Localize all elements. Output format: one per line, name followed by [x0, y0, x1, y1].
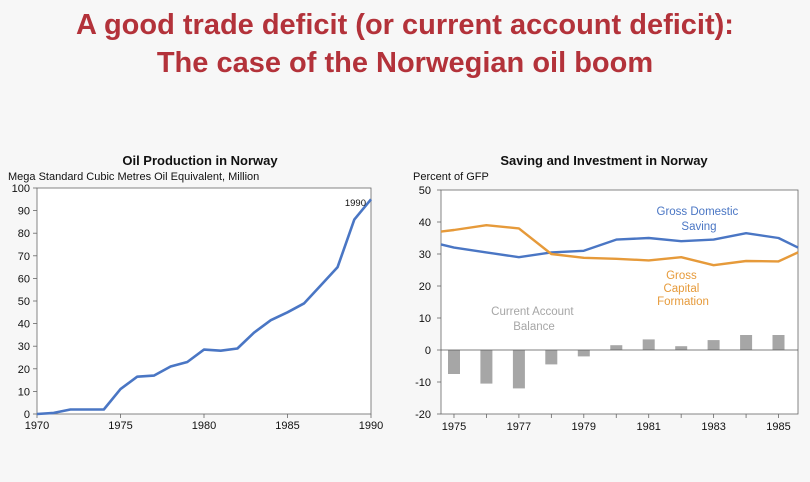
slide-title: A good trade deficit (or current account…	[0, 6, 810, 82]
oil-chart-ylabel: Mega Standard Cubic Metres Oil Equivalen…	[8, 171, 259, 183]
saving-label-line-2: Saving	[681, 221, 716, 233]
current-account-bar	[512, 350, 525, 389]
gross-capital-formation-line	[440, 224, 799, 267]
oil-x-tick-label: 1975	[108, 420, 132, 432]
saving-label: Gross Domestic Saving	[657, 206, 742, 233]
oil-y-tick-label: 60	[18, 273, 30, 285]
si-y-tick-label: 50	[419, 185, 431, 197]
oil-y-tick-label: 50	[18, 296, 30, 308]
si-y-tick-label: -20	[415, 409, 431, 421]
si-x-tick-label: 1981	[636, 421, 660, 433]
investment-label-line-1: Gross	[666, 270, 697, 282]
si-plot-area	[440, 189, 799, 415]
si-x-tick-label: 1979	[572, 421, 596, 433]
balance-label-line-1: Current Account	[491, 306, 574, 318]
current-account-bar	[642, 339, 655, 350]
current-account-bar	[545, 350, 558, 365]
si-x-axis: 1975 1977 1979 1981 1983 1985	[442, 414, 791, 433]
saving-investment-chart: Saving and Investment in Norway Percent …	[413, 153, 799, 433]
si-y-tick-label: 20	[419, 281, 431, 293]
si-chart-title: Saving and Investment in Norway	[500, 153, 708, 168]
si-x-tick-label: 1977	[507, 421, 531, 433]
si-x-tick-label: 1975	[442, 421, 466, 433]
current-account-bar	[480, 350, 493, 384]
si-y-axis: -20 -10 0 10 20 30 40 50	[415, 185, 441, 421]
si-y-tick-label: 30	[419, 249, 431, 261]
oil-y-axis: 0 10 20 30 40 50 60 70 80 90 100	[12, 183, 37, 421]
current-account-bar	[448, 350, 460, 374]
investment-label-line-3: Formation	[657, 296, 709, 308]
si-y-tick-label: 10	[419, 313, 431, 325]
investment-label-line-2: Capital	[663, 283, 699, 295]
balance-label: Current Account Balance	[491, 306, 577, 333]
current-account-bar	[707, 340, 720, 350]
slide-title-line-1: A good trade deficit (or current account…	[76, 9, 734, 41]
investment-label: Gross Capital Formation	[657, 270, 709, 308]
oil-y-tick-label: 0	[24, 409, 30, 421]
gross-domestic-saving-line	[440, 232, 799, 259]
balance-label-line-2: Balance	[513, 321, 555, 333]
oil-production-chart: Oil Production in Norway Mega Standard C…	[8, 153, 383, 432]
oil-y-tick-label: 70	[18, 251, 30, 263]
oil-chart-title: Oil Production in Norway	[122, 153, 278, 168]
oil-production-line	[36, 198, 373, 416]
oil-y-tick-label: 90	[18, 206, 30, 218]
oil-y-tick-label: 10	[18, 386, 30, 398]
oil-y-tick-label: 30	[18, 341, 30, 353]
current-account-bars	[448, 335, 785, 389]
oil-x-axis: 1970 1975 1980 1985 1990	[25, 414, 383, 432]
current-account-bar	[772, 335, 785, 350]
si-y-tick-label: 40	[419, 217, 431, 229]
si-x-tick-label: 1983	[701, 421, 725, 433]
oil-y-tick-label: 20	[18, 364, 30, 376]
oil-x-tick-label: 1970	[25, 420, 49, 432]
si-x-tick-label: 1985	[766, 421, 790, 433]
oil-x-tick-label: 1990	[359, 420, 383, 432]
current-account-bar	[675, 346, 688, 350]
oil-y-tick-label: 80	[18, 228, 30, 240]
current-account-bar	[577, 350, 590, 357]
oil-x-tick-label: 1980	[192, 420, 216, 432]
si-y-tick-label: -10	[415, 377, 431, 389]
current-account-bar	[610, 345, 623, 350]
oil-y-tick-label: 40	[18, 319, 30, 331]
oil-y-tick-label: 100	[12, 183, 30, 195]
oil-plot-area	[36, 187, 372, 415]
slide-title-line-2: The case of the Norwegian oil boom	[156, 47, 654, 79]
si-y-tick-label: 0	[425, 345, 431, 357]
oil-x-tick-label: 1985	[275, 420, 299, 432]
saving-label-line-1: Gross Domestic	[657, 206, 739, 218]
si-chart-ylabel: Percent of GFP	[413, 171, 489, 183]
oil-annotation-1990: 1990	[345, 198, 366, 209]
current-account-bar	[740, 335, 753, 350]
